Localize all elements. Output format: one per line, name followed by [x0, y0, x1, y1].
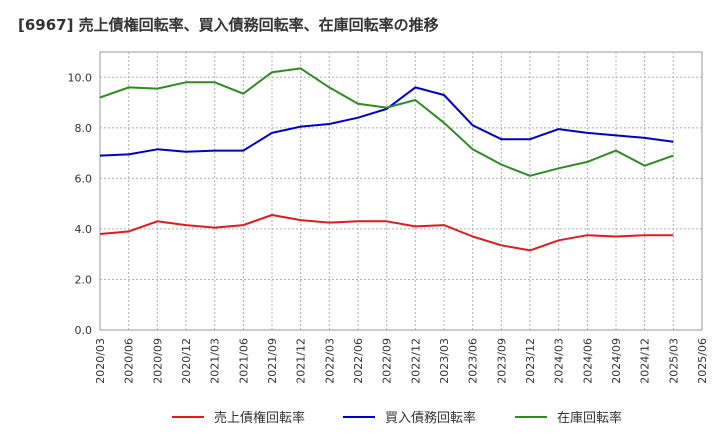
- series-layer: [99, 67, 674, 252]
- x-tick-label: 2020/03: [94, 338, 107, 384]
- series-line-2: [99, 86, 674, 157]
- x-tick-label: 2024/09: [610, 338, 623, 384]
- chart-title: [6967] 売上債権回転率、買入債務回転率、在庫回転率の推移: [18, 16, 439, 34]
- series-line-3: [99, 67, 674, 177]
- x-tick-label: 2022/03: [323, 338, 336, 384]
- x-tick-label: 2021/06: [237, 338, 250, 384]
- legend-label-1: 売上債権回転率: [214, 410, 305, 426]
- series-line-1: [99, 214, 674, 252]
- x-tick-label: 2020/09: [151, 338, 164, 384]
- y-tick-label: 10.0: [68, 71, 93, 84]
- x-tick-label: 2024/03: [553, 338, 566, 384]
- x-tick-label: 2022/06: [352, 338, 365, 384]
- x-tick-label: 2020/06: [123, 338, 136, 384]
- x-tick-label: 2021/03: [209, 338, 222, 384]
- y-tick-label: 2.0: [75, 273, 93, 286]
- x-tick-label: 2025/03: [667, 338, 680, 384]
- legend: 売上債権回転率 買入債務回転率 在庫回転率: [172, 410, 622, 426]
- x-tick-label: 2024/12: [639, 338, 652, 384]
- x-tick-label: 2023/03: [438, 338, 451, 384]
- x-tick-label: 2022/12: [409, 338, 422, 384]
- x-tick-label: 2023/09: [495, 338, 508, 384]
- y-tick-label: 0.0: [75, 324, 93, 337]
- x-tick-label: 2022/09: [381, 338, 394, 384]
- x-tick-label: 2023/06: [467, 338, 480, 384]
- x-tick-label: 2023/12: [524, 338, 537, 384]
- legend-label-2: 買入債務回転率: [385, 410, 476, 426]
- y-tick-label: 8.0: [75, 122, 93, 135]
- x-tick-label: 2020/12: [180, 338, 193, 384]
- legend-label-3: 在庫回転率: [557, 410, 622, 426]
- y-tick-label: 4.0: [75, 223, 93, 236]
- x-tick-label: 2025/06: [696, 338, 709, 384]
- axis-layer: 0.0 2.0 4.0 6.0 8.0 10.0 2020/03 2020/06 2020/09…: [68, 71, 710, 383]
- x-tick-label: 2021/12: [295, 338, 308, 384]
- x-tick-label: 2021/09: [266, 338, 279, 384]
- plot-frame: [99, 51, 703, 331]
- y-tick-label: 6.0: [75, 172, 93, 185]
- x-tick-label: 2024/06: [581, 338, 594, 384]
- grid-layer: [99, 51, 703, 331]
